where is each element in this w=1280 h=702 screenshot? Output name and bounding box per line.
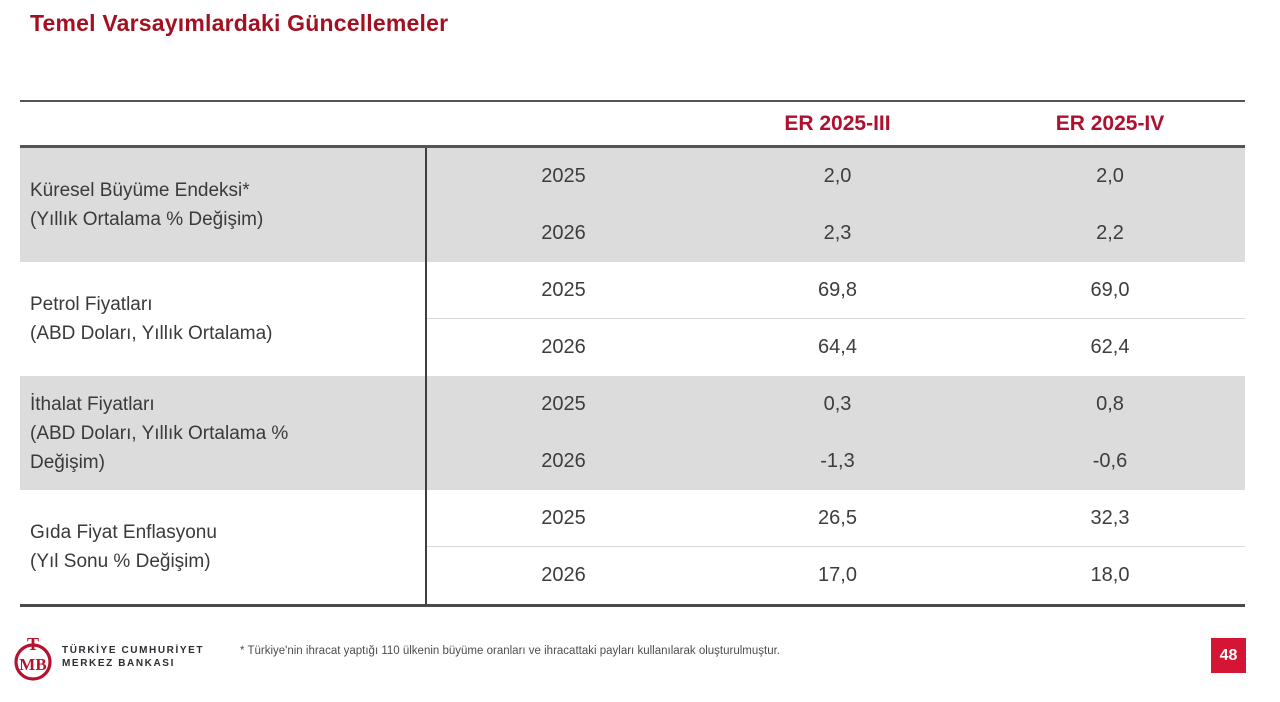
value-cell-er3: 2,3	[823, 222, 852, 244]
assumptions-table: ER 2025-III ER 2025-IV Küresel Büyüme En…	[20, 100, 1245, 607]
header-spacer-label	[20, 102, 427, 145]
slide-footer: T MB TÜRKİYE CUMHURİYET MERKEZ BANKASI *…	[0, 628, 1280, 702]
column-header-er-2025-iv: ER 2025-IV	[1055, 111, 1165, 135]
bank-name-line1: TÜRKİYE CUMHURİYET	[62, 645, 205, 656]
value-cell-er4: 32,3	[975, 490, 1245, 547]
table-header-row: ER 2025-III ER 2025-IV	[20, 102, 1245, 148]
group-label: Gıda Fiyat Enflasyonu (Yıl Sonu % Değişi…	[20, 490, 427, 604]
year-cell: 2026	[541, 450, 586, 472]
year-cell: 2025	[541, 393, 586, 415]
group-label-line: Değişim)	[30, 451, 105, 473]
table-group-oil-prices: Petrol Fiyatları (ABD Doları, Yıllık Ort…	[20, 262, 1245, 376]
group-label-line: Petrol Fiyatları	[30, 294, 153, 315]
group-label: Küresel Büyüme Endeksi* (Yıllık Ortalama…	[20, 148, 427, 262]
footnote: * Türkiye'nin ihracat yaptığı 110 ülkeni…	[240, 645, 780, 657]
table-group-food-inflation: Gıda Fiyat Enflasyonu (Yıl Sonu % Değişi…	[20, 490, 1245, 604]
value-cell-er3: 69,8	[700, 262, 975, 319]
year-cell: 2025	[541, 165, 586, 187]
value-cell-er4: 18,0	[1090, 564, 1130, 586]
value-cell-er3: 2,0	[823, 165, 852, 187]
svg-text:MB: MB	[19, 655, 46, 674]
group-label-line: (ABD Doları, Yıllık Ortalama)	[30, 323, 273, 344]
value-cell-er3: 17,0	[818, 564, 857, 586]
value-cell-er4: 69,0	[975, 262, 1245, 319]
svg-text:T: T	[27, 634, 39, 654]
page-title: Temel Varsayımlardaki Güncellemeler	[30, 10, 449, 36]
group-label-line: (Yıllık Ortalama % Değişim)	[30, 209, 264, 230]
group-label-line: (Yıl Sonu % Değişim)	[30, 551, 211, 572]
table-group-global-growth: Küresel Büyüme Endeksi* (Yıllık Ortalama…	[20, 148, 1245, 262]
group-label: Petrol Fiyatları (ABD Doları, Yıllık Ort…	[20, 262, 427, 376]
year-cell: 2026	[541, 222, 586, 244]
tcmb-logo: T MB	[8, 634, 58, 691]
value-cell-er3: -1,3	[820, 450, 855, 472]
year-cell: 2025	[427, 490, 700, 547]
group-label: İthalat Fiyatları (ABD Doları, Yıllık Or…	[20, 376, 427, 490]
value-cell-er3: 26,5	[700, 490, 975, 547]
tcmb-logo-icon: T MB	[14, 634, 52, 681]
column-header-er-2025-iii: ER 2025-III	[784, 111, 891, 135]
value-cell-er4: 62,4	[1090, 336, 1130, 358]
group-label-line: (ABD Doları, Yıllık Ortalama %	[30, 422, 289, 444]
value-cell-er3: 64,4	[818, 336, 857, 358]
year-cell: 2026	[541, 564, 586, 586]
table-group-import-prices: İthalat Fiyatları (ABD Doları, Yıllık Or…	[20, 376, 1245, 490]
group-label-line: İthalat Fiyatları	[30, 393, 155, 415]
group-label-line: Gıda Fiyat Enflasyonu	[30, 522, 217, 543]
value-cell-er4: 0,8	[1096, 393, 1124, 415]
page-number-badge: 48	[1211, 638, 1246, 673]
value-cell-er4: -0,6	[1092, 450, 1128, 472]
header-spacer-year	[427, 102, 700, 145]
year-cell: 2026	[541, 336, 586, 358]
group-label-line: Küresel Büyüme Endeksi*	[30, 180, 250, 201]
bank-name-line2: MERKEZ BANKASI	[62, 658, 175, 669]
value-cell-er4: 2,0	[1096, 165, 1124, 187]
value-cell-er4: 2,2	[1096, 222, 1124, 244]
year-cell: 2025	[427, 262, 700, 319]
value-cell-er3: 0,3	[823, 393, 852, 415]
bank-name: TÜRKİYE CUMHURİYET MERKEZ BANKASI	[62, 644, 204, 670]
